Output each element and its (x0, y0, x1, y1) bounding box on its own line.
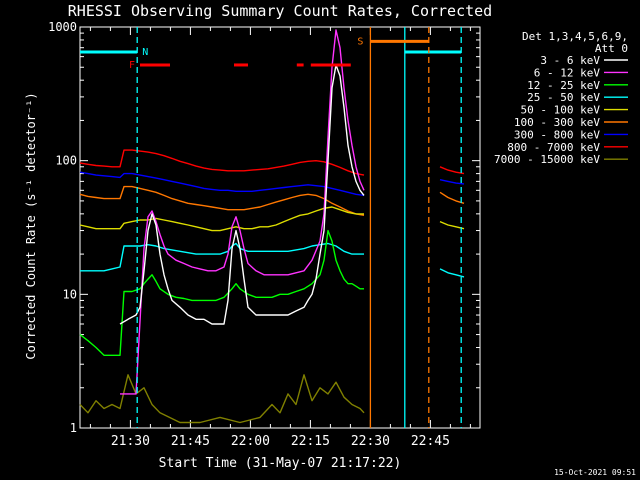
legend-header-line-1: Det 1,3,4,5,6,9, (522, 30, 628, 43)
legend-header-line-2: Att 0 (595, 42, 628, 55)
legend-entry-label: 6 - 12 keV (534, 66, 601, 79)
legend-entry-label: 7000 - 15000 keV (494, 153, 600, 166)
x-tick-label: 21:30 (111, 434, 150, 449)
x-tick-label: 22:45 (411, 434, 450, 449)
timestamp: 15-Oct-2021 09:51 (554, 468, 636, 477)
series-line (119, 64, 365, 325)
flag-label: S (357, 36, 363, 47)
x-axis-label: Start Time (31-May-07 21:17:22) (159, 456, 402, 471)
series-line (439, 191, 465, 204)
series-line (79, 149, 365, 176)
chart-title: RHESSI Observing Summary Count Rates, Co… (68, 2, 492, 20)
x-tick-label: 21:45 (171, 434, 210, 449)
legend-entry-label: 300 - 800 keV (514, 128, 600, 141)
legend-entry-label: 12 - 25 keV (527, 79, 600, 92)
x-tick-label: 22:30 (351, 434, 390, 449)
y-axis-label: Corrected Count Rate (s⁻¹ detector⁻¹) (24, 92, 38, 359)
legend-entry-label: 100 - 300 keV (514, 116, 600, 129)
series-line (79, 185, 365, 216)
series-line (439, 220, 465, 230)
y-tick-label: 1 (70, 421, 77, 435)
plot-area: 1 10 100 1000 21:30 21:45 22:00 22:15 22:30 22:45… (48, 20, 481, 449)
series-line (79, 374, 365, 424)
series-line (120, 29, 365, 395)
y-tick-label: 1000 (48, 20, 77, 34)
series-line (439, 166, 465, 175)
legend-entry-label: 25 - 50 keV (527, 91, 600, 104)
series-line (439, 268, 465, 278)
legend-entry-label: 3 - 6 keV (540, 54, 600, 67)
flag-label: F (129, 60, 135, 71)
flag-label: N (142, 47, 148, 58)
series-line (439, 179, 465, 185)
legend-entry-label: 800 - 7000 keV (507, 141, 600, 154)
y-tick-label: 10 (63, 287, 77, 301)
x-tick-label: 22:00 (231, 434, 270, 449)
series-line (79, 206, 364, 232)
x-tick-label: 22:15 (291, 434, 330, 449)
legend-entry-label: 50 - 100 keV (521, 104, 601, 117)
plot-frame (79, 26, 481, 429)
series-line (79, 171, 365, 197)
y-tick-label: 100 (55, 154, 77, 168)
series-line (79, 229, 364, 356)
